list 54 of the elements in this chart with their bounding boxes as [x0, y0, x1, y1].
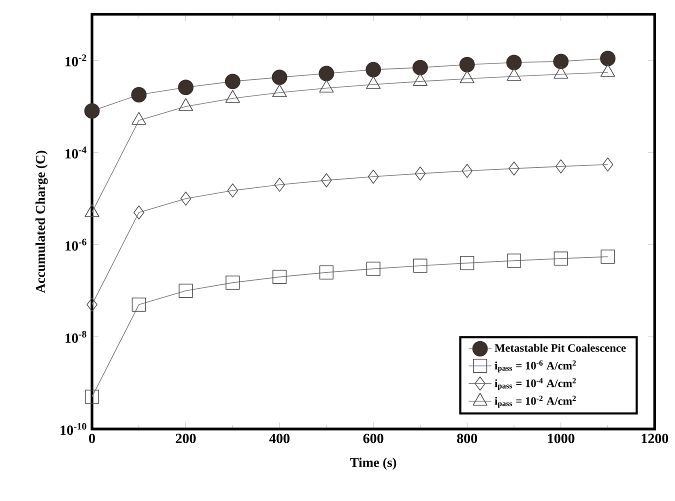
legend-label: i$_{pass}$ = 10$^{-2}$ A/cm$^{2}$	[494, 396, 576, 408]
point	[602, 157, 614, 172]
y-axis-title: Accumulated Charge (C)	[36, 150, 48, 294]
legend-label: Metastable Pit Coalescence	[494, 344, 626, 352]
point	[460, 256, 474, 270]
point	[368, 170, 379, 184]
legend-label: i$_{pass}$ = 10$^{-4}$ A/cm$^{2}$	[494, 378, 576, 390]
point	[226, 276, 240, 290]
x-tick-label: 0	[89, 434, 95, 444]
x-tick-label: 600	[363, 434, 384, 444]
point	[600, 250, 615, 264]
point	[318, 66, 334, 82]
y-tick-label: 10$^{-6}$	[66, 238, 86, 251]
point	[180, 192, 192, 206]
point	[506, 254, 522, 268]
y-tick-label: 10$^{-4}$	[66, 146, 86, 159]
point	[227, 183, 238, 198]
point	[274, 178, 285, 192]
point	[414, 166, 426, 181]
point	[413, 258, 428, 273]
point	[272, 70, 288, 86]
y-tick-label: 10$^{-8}$	[66, 330, 86, 343]
point	[459, 56, 475, 72]
point	[553, 54, 569, 70]
point	[178, 284, 193, 298]
x-axis-title: Time (s)	[350, 458, 396, 470]
x-tick-label: 1000	[548, 434, 574, 444]
point	[178, 80, 194, 96]
point	[366, 62, 382, 78]
point	[462, 164, 473, 178]
legend-label: i$_{pass}$ = 10$^{-6}$ A/cm$^{2}$	[494, 360, 576, 372]
point	[554, 252, 568, 266]
point	[412, 60, 428, 76]
point	[132, 298, 146, 312]
point	[555, 159, 566, 174]
point	[366, 262, 380, 276]
point	[319, 265, 334, 280]
y-tick-label: 10$^{-10}$	[60, 423, 86, 435]
point	[506, 54, 522, 70]
x-tick-label: 1200	[642, 434, 668, 444]
point	[224, 74, 240, 90]
point	[133, 205, 144, 220]
y-tick-label: 10$^{-2}$	[66, 54, 86, 66]
point	[131, 87, 147, 102]
point	[321, 173, 332, 188]
point	[84, 103, 100, 119]
x-tick-label: 400	[269, 434, 290, 444]
point	[84, 390, 100, 404]
x-tick-label: 800	[457, 434, 478, 444]
point	[86, 298, 98, 312]
point	[600, 50, 616, 66]
point	[272, 270, 287, 284]
x-tick-label: 200	[176, 434, 196, 444]
point	[508, 161, 520, 176]
